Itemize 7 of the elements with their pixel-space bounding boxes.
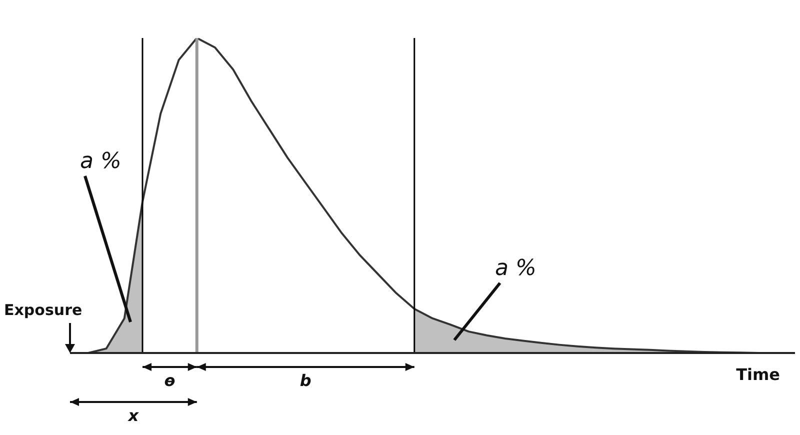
x-axis-title: Time <box>736 365 780 384</box>
text: b <box>300 371 312 390</box>
annotation: a % <box>80 149 122 174</box>
annotation: a % <box>495 256 536 281</box>
annotation: Exposure <box>4 301 82 319</box>
text: x <box>127 406 140 425</box>
text: ɵ <box>164 371 176 390</box>
